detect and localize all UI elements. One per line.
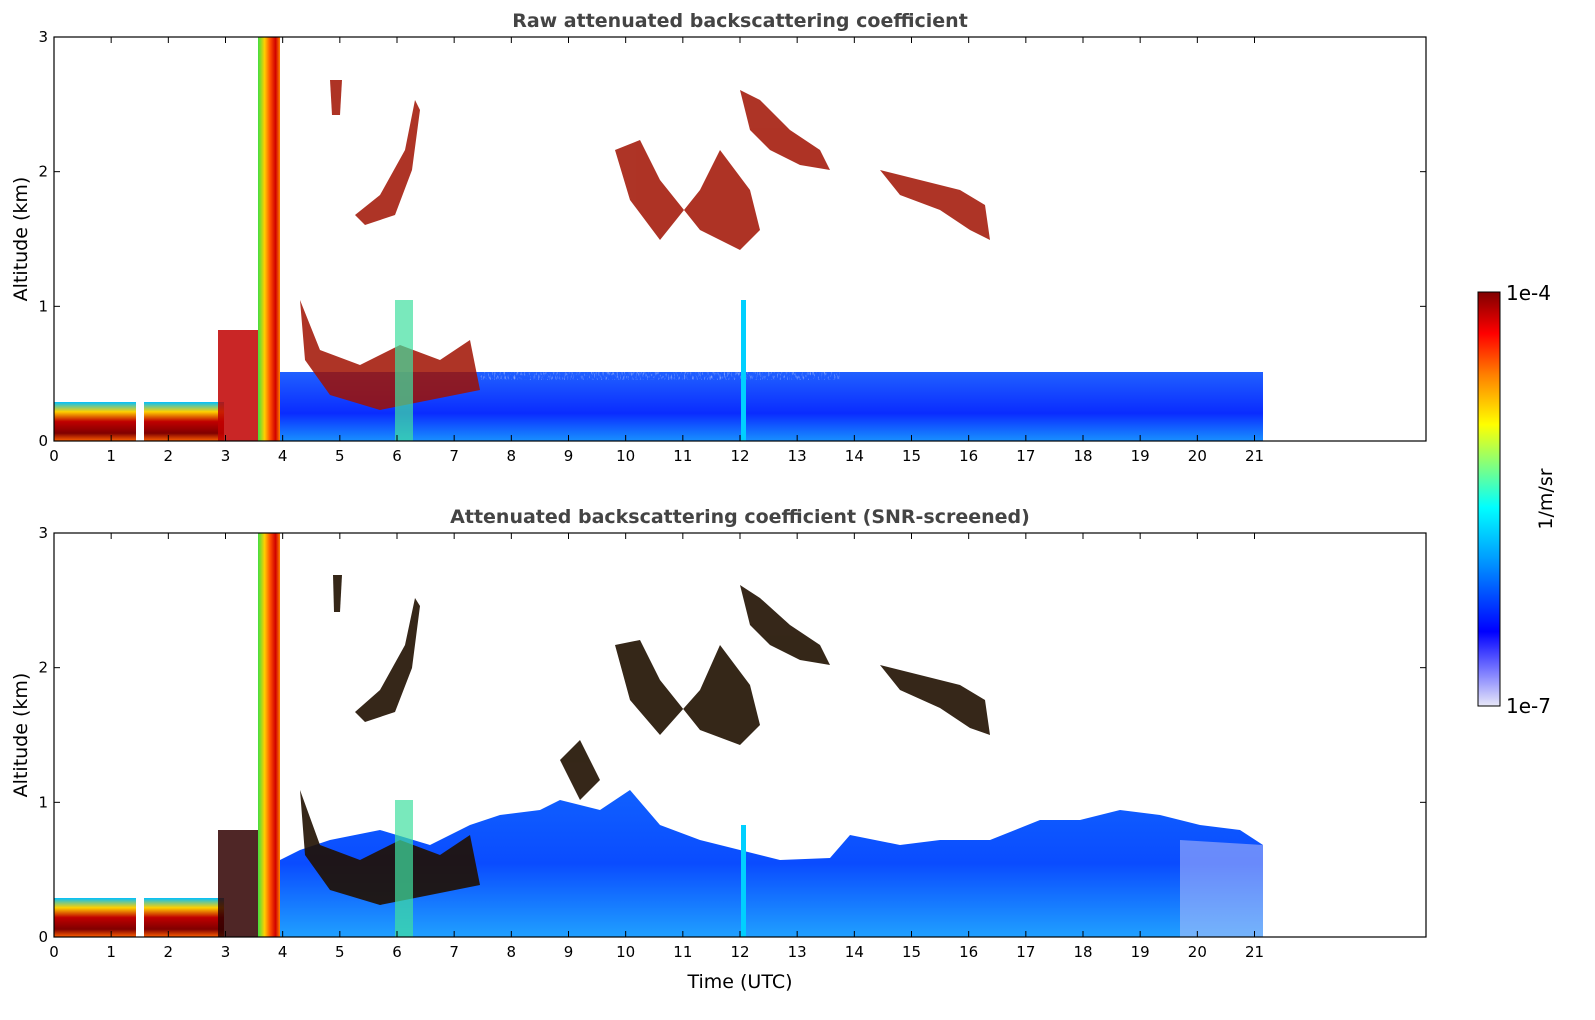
x-tick-label: 2 (164, 943, 174, 961)
y-tick-label: 3 (38, 524, 48, 542)
y-tick-label: 1 (38, 297, 48, 315)
panel-screened: Attenuated backscattering coefficient (S… (10, 506, 1427, 993)
x-tick-label: 12 (730, 447, 749, 465)
x-tick-label: 7 (449, 447, 459, 465)
x-tick-label: 18 (1073, 447, 1092, 465)
y-tick-label: 0 (38, 432, 48, 450)
panel-2-title: Attenuated backscattering coefficient (S… (450, 506, 1030, 528)
convective-plumes (480, 300, 840, 380)
x-tick-label: 19 (1131, 943, 1150, 961)
x-tick-label: 10 (616, 943, 635, 961)
data-gap (136, 400, 144, 441)
x-tick-label: 17 (1016, 447, 1035, 465)
x-tick-label: 4 (278, 943, 288, 961)
x-tick-label: 11 (673, 943, 692, 961)
x-tick-label: 2 (164, 447, 174, 465)
x-tick-label: 17 (1016, 943, 1035, 961)
x-tick-label: 9 (564, 447, 574, 465)
panel-1-heatmap (54, 37, 1263, 441)
x-tick-label: 6 (392, 943, 402, 961)
x-tick-label: 1 (106, 447, 116, 465)
x-axis-label: Time (UTC) (686, 971, 792, 993)
weak-signal-edge (1180, 840, 1263, 937)
x-tick-label: 15 (902, 447, 921, 465)
x-tick-label: 4 (278, 447, 288, 465)
x-tick-label: 6 (392, 447, 402, 465)
x-tick-label: 12 (730, 943, 749, 961)
x-tick-label: 7 (449, 943, 459, 961)
panel-1-y-ticks: 0 1 2 3 (38, 28, 1426, 450)
colorbar: 1e-4 1e-7 1/m/sr (1477, 281, 1557, 718)
panel-2-x-ticks: 0 1 2 3 4 5 6 7 8 9 10 11 12 13 14 15 16 17 18 19 20 21 (49, 533, 1264, 961)
y-tick-label: 2 (38, 659, 48, 677)
screened-streak-12h (741, 825, 746, 937)
y-tick-label: 3 (38, 28, 48, 46)
screened-streak-6h (395, 800, 413, 937)
x-tick-label: 9 (564, 943, 574, 961)
x-tick-label: 20 (1188, 943, 1207, 961)
cloud-layers (300, 80, 990, 410)
x-tick-label: 20 (1188, 447, 1207, 465)
screened-boundary-layer (280, 790, 1263, 937)
x-tick-label: 16 (959, 943, 978, 961)
x-tick-label: 1 (106, 943, 116, 961)
screened-data-gap (136, 896, 144, 937)
x-tick-label: 3 (221, 943, 231, 961)
precipitation-column (258, 37, 280, 441)
x-tick-label: 13 (788, 447, 807, 465)
y-tick-label: 0 (38, 928, 48, 946)
x-tick-label: 19 (1131, 447, 1150, 465)
x-tick-label: 0 (49, 447, 59, 465)
x-tick-label: 18 (1073, 943, 1092, 961)
colorbar-max-label: 1e-4 (1506, 281, 1551, 305)
screened-surface-rise (218, 830, 258, 937)
x-tick-label: 10 (616, 447, 635, 465)
x-tick-label: 5 (335, 447, 345, 465)
x-tick-label: 13 (788, 943, 807, 961)
streak-12h (741, 300, 746, 441)
x-tick-label: 14 (845, 447, 864, 465)
x-tick-label: 8 (507, 943, 517, 961)
panel-1-x-ticks: 0 1 2 3 4 5 6 7 8 9 10 11 12 13 14 15 16 17 18 19 20 21 (49, 37, 1264, 465)
panel-2-y-label: Altitude (km) (10, 673, 32, 798)
x-tick-label: 14 (845, 943, 864, 961)
screened-cloud-layers (300, 575, 990, 905)
colorbar-gradient (1477, 291, 1501, 707)
y-tick-label: 2 (38, 163, 48, 181)
x-tick-label: 11 (673, 447, 692, 465)
x-tick-label: 5 (335, 943, 345, 961)
x-tick-label: 21 (1245, 943, 1264, 961)
x-tick-label: 8 (507, 447, 517, 465)
colorbar-min-label: 1e-7 (1506, 694, 1551, 718)
panel-2-y-ticks: 0 1 2 3 (38, 524, 1426, 946)
x-tick-label: 15 (902, 943, 921, 961)
y-tick-label: 1 (38, 793, 48, 811)
x-tick-label: 21 (1245, 447, 1264, 465)
screened-precipitation-column (258, 533, 280, 937)
streak-6h (395, 300, 413, 441)
surface-layer-rise (218, 330, 258, 441)
x-tick-label: 16 (959, 447, 978, 465)
x-tick-label: 3 (221, 447, 231, 465)
x-tick-label: 0 (49, 943, 59, 961)
colorbar-unit-label: 1/m/sr (1535, 468, 1557, 529)
panel-2-heatmap (54, 533, 1263, 937)
panel-1-y-label: Altitude (km) (10, 177, 32, 302)
panel-1-title: Raw attenuated backscattering coefficien… (512, 10, 968, 32)
panel-raw: Raw attenuated backscattering coefficien… (10, 10, 1427, 465)
